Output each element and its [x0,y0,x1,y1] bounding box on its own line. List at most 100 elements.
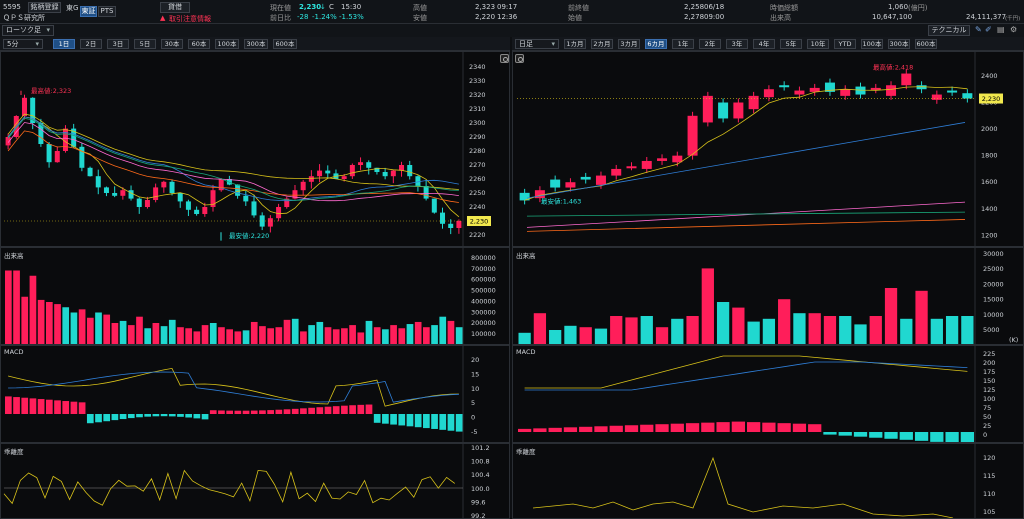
technical-button[interactable]: テクニカル [928,25,970,36]
tab-right-0[interactable]: 1カ月 [564,39,586,49]
tab-right-11[interactable]: 100本 [861,39,883,49]
tab-right-1[interactable]: 2カ月 [591,39,613,49]
chart-type-select[interactable]: ローソク足 [2,25,54,36]
pen-icon[interactable]: ✎ [975,25,982,34]
volume-bar [365,320,373,344]
warning-text[interactable]: 取引注意情報 [169,15,211,23]
right-volume-panel[interactable]: 出来高 30000 25000 20000 15000 10000 5000 (K) [512,247,1024,345]
print-icon[interactable]: ▤ [997,25,1005,34]
macd-bar [869,432,883,438]
tab-left-5[interactable]: 60本 [188,39,210,49]
tab-left-8[interactable]: 600本 [273,39,297,49]
volume-bar [564,325,577,344]
right-toolbar: 日足 1カ月 2カ月 3カ月 6カ月 1年 2年 3年 4年 5年 10年 YTD 100本 300本 6… [512,37,1024,51]
tab-right-12[interactable]: 300本 [888,39,910,49]
tab-right-7[interactable]: 4年 [753,39,775,49]
market-pts-button[interactable]: PTS [98,6,116,17]
right-macd-panel[interactable]: MACD 225 200 175 150 125 100 75 50 25 0 [512,345,1024,443]
candle [440,212,446,224]
macd-bar [382,414,389,424]
candle [87,167,93,177]
right-macd-label: MACD [516,348,536,356]
ma-long-2 [526,219,966,232]
right-price-panel[interactable]: 24002200200018001600140012002,230最高値:2,4… [512,51,1024,247]
settings-icon[interactable]: ⚙ [1010,25,1018,34]
volume-bar [29,275,37,344]
price-tick-2: 2320 [469,91,486,99]
tab-left-7[interactable]: 300本 [244,39,268,49]
vol-tick-1: 700000 [471,265,496,273]
volume-bar [275,327,283,344]
macd-bar [45,399,53,414]
macd-bar [357,404,365,414]
camera-icon[interactable] [500,54,509,63]
tab-left-3[interactable]: 5日 [134,39,156,49]
left-deviation-chart: 101.2 100.8 100.4 100.0 99.6 99.2 [3,444,490,518]
volume-bar [869,316,882,344]
volume-bar [300,331,307,344]
candle [423,186,429,199]
market-tse-button[interactable]: 東証 [80,6,97,17]
tab-right-8[interactable]: 5年 [780,39,802,49]
left-macd-panel[interactable]: MACD 20 15 10 5 0 -5 [0,345,510,443]
tab-left-1[interactable]: 2日 [80,39,102,49]
price-tag [467,216,491,226]
tab-right-3[interactable]: 6カ月 [645,39,667,49]
macd-tick-7: 50 [983,413,991,421]
right-deviation-panel[interactable]: 乖離度 120 115 110 105 [512,443,1024,519]
left-volume-panel[interactable]: 出来高 800000 700000 600000 500000 400000 300000… [0,247,510,345]
camera-icon[interactable] [515,54,524,63]
volume-bar [152,323,160,344]
credit-button[interactable]: 貸借 [160,2,190,13]
edit-icon[interactable]: ✐ [985,25,992,34]
candle [46,144,52,163]
interval-select-left[interactable]: 5分 [3,39,43,49]
tab-right-9[interactable]: 10年 [807,39,829,49]
volume-bar [930,318,943,344]
volume-bar [839,316,852,344]
macd-bar [439,414,447,430]
tab-right-2[interactable]: 3カ月 [618,39,640,49]
left-price-panel[interactable]: 2340 2330 2320 2310 2300 2290 2280 2270 2260 2250… [0,51,510,247]
tab-left-0[interactable]: 1日 [53,39,75,49]
right-volume-chart: 30000 25000 20000 15000 10000 5000 (K) [518,248,1018,344]
macd-bar [685,423,700,432]
tab-right-5[interactable]: 2年 [699,39,721,49]
tab-right-6[interactable]: 3年 [726,39,748,49]
interval-select-right[interactable]: 日足 [515,39,559,49]
volume-bar [808,313,821,344]
tab-left-6[interactable]: 100本 [215,39,239,49]
volume-bar [332,329,340,344]
volume-bar [324,327,332,344]
tab-right-4[interactable]: 1年 [672,39,694,49]
prev-close-date: 06/18 [704,3,725,11]
price-tick-12: 2220 [469,231,486,239]
ma-mid [526,122,966,199]
tab-right-13[interactable]: 600本 [915,39,937,49]
register-button[interactable]: 銘柄登録 [28,2,61,13]
vol-tick-3: 500000 [471,287,496,295]
volume-bar [136,316,143,344]
ma-short [524,86,968,201]
macd-bar [136,414,143,418]
macd-bar [103,414,111,422]
deviation-line [3,469,456,506]
market-cap: 1,060 [888,3,909,11]
candle [325,170,331,174]
tab-left-2[interactable]: 3日 [107,39,129,49]
macd-tick-4: 0 [471,414,475,422]
macd-tick-4: 125 [983,386,995,394]
left-deviation-panel[interactable]: 乖離度 101.2 100.8 100.4 100.0 99.6 99.2 [0,443,510,519]
price-tick-1: 2330 [469,77,486,85]
tab-right-10[interactable]: YTD [834,39,856,49]
tab-left-4[interactable]: 30本 [161,39,183,49]
macd-tick-9: 0 [983,431,987,439]
candle [161,181,167,188]
candle [733,102,744,119]
volume-bar [103,314,111,344]
candle [947,90,958,93]
vol-tick-4: 400000 [471,297,496,305]
price-tick-8: 2260 [469,175,486,183]
volume-bar [884,288,898,344]
vol-tick-0: 30000 [983,250,1004,258]
